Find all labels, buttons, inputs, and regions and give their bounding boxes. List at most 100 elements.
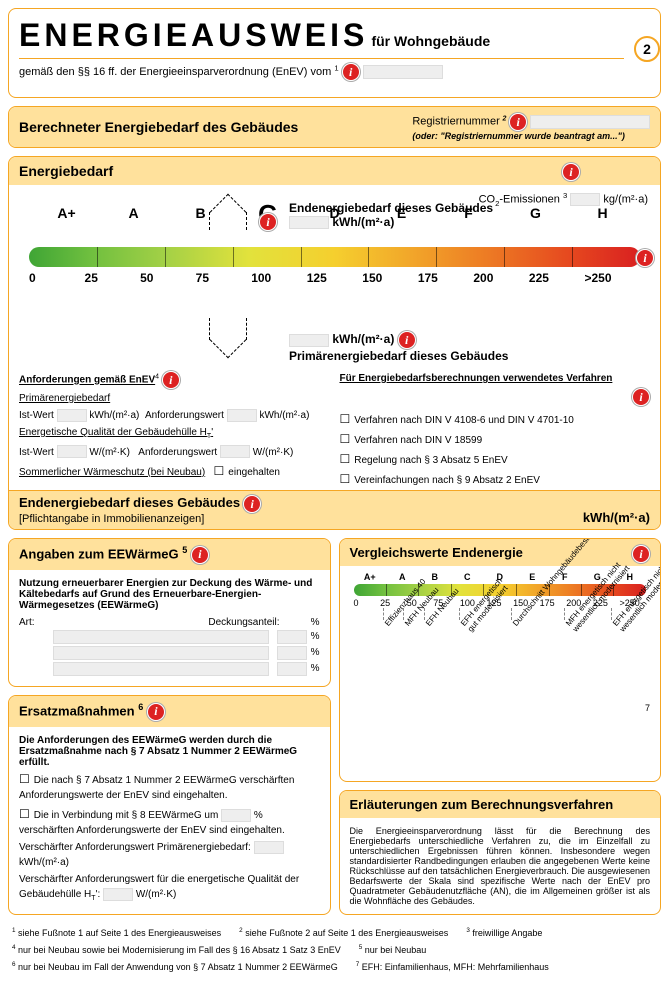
ersatz-check-1[interactable]	[19, 775, 34, 786]
anf-primaer-field[interactable]	[227, 409, 257, 422]
ersatz-check-2[interactable]	[19, 810, 34, 821]
co2-rest: -Emissionen	[499, 194, 560, 206]
scale-number: >250	[584, 271, 640, 285]
erlaeuterungen-title: Erläuterungen zum Berechnungsverfahren	[340, 791, 661, 818]
info-icon[interactable]: i	[259, 213, 277, 231]
ersatz-l1-field[interactable]	[254, 841, 284, 854]
ersatz-c1: Die nach § 7 Absatz 1 Nummer 2 EEWärmeG …	[19, 775, 294, 801]
pflicht-unit: kWh/(m²·a)	[583, 510, 650, 525]
page-number: 2	[634, 36, 660, 62]
energy-scale-bar	[29, 247, 640, 267]
verfahren-check-1[interactable]	[340, 415, 355, 426]
eingehalten-label: eingehalten	[228, 467, 280, 478]
primaer-value-field[interactable]	[289, 334, 329, 347]
scale-letter: E	[368, 205, 435, 230]
mini-scale-number: 0	[354, 598, 381, 608]
info-icon[interactable]: i	[398, 331, 416, 349]
scale-letter: A	[100, 205, 167, 230]
info-icon[interactable]: i	[562, 163, 580, 181]
verfahren-4: Vereinfachungen nach § 9 Absatz 2 EnEV	[354, 475, 540, 486]
eewaermeg-title: Angaben zum EEWärmeG	[19, 546, 179, 561]
energ-qual-label: Energetische Qualität der Gebäudehülle H	[19, 427, 207, 438]
enev-date-field[interactable]	[363, 65, 443, 79]
art-field-2[interactable]	[53, 646, 269, 660]
reg-sup: 2	[503, 115, 507, 122]
primaer-label-row: Primärenergiebedarf	[19, 391, 330, 406]
scale-number: 150	[362, 271, 418, 285]
ersatz-sup: 6	[138, 702, 143, 712]
art-field-1[interactable]	[53, 630, 269, 644]
vergleich-title: Vergleichswerte Endenergie	[350, 545, 523, 560]
deck-field-2[interactable]	[277, 646, 307, 660]
ersatz-l1-unit: kWh/(m²·a)	[19, 857, 69, 868]
info-icon[interactable]: i	[162, 371, 180, 389]
regulation-text: gemäß den §§ 16 ff. der Energieeinsparve…	[19, 66, 331, 78]
section-bedarf-title: Berechneter Energiebedarf des Gebäudes	[19, 119, 298, 135]
deck-field-1[interactable]	[277, 630, 307, 644]
ist-primaer-field[interactable]	[57, 409, 87, 422]
info-icon[interactable]: i	[191, 546, 209, 564]
energiebedarf-header: Energiebedarf i	[9, 157, 660, 185]
ersatz-l2-field[interactable]	[103, 888, 133, 901]
art-label: Art:	[19, 617, 49, 628]
primaer-label: Primärenergiebedarf dieses Gebäudes	[289, 349, 508, 363]
unit-kwh: kWh/(m²·a)	[89, 410, 139, 421]
mini-scale-letter: C	[451, 572, 484, 582]
info-icon[interactable]: i	[636, 249, 654, 267]
eewaermeg-text: Nutzung erneuerbarer Energien zur Deckun…	[19, 578, 320, 611]
verfahren-1: Verfahren nach DIN V 4108-6 und DIN V 47…	[354, 415, 574, 426]
anf-ht-field[interactable]	[220, 445, 250, 458]
info-icon[interactable]: i	[243, 495, 261, 513]
ersatz-title: Ersatzmaßnahmen	[19, 703, 135, 718]
primaer-unit: kWh/(m²·a)	[332, 332, 394, 346]
verfahren-check-3[interactable]	[340, 455, 355, 466]
scale-number: 25	[85, 271, 141, 285]
info-icon[interactable]: i	[147, 703, 165, 721]
reference-labels-area: Effizienzhaus 40MFH NeubauEFH NeubauEFH …	[354, 608, 647, 703]
scale-number: 175	[418, 271, 474, 285]
scale-number: 125	[307, 271, 363, 285]
scale-letter: A+	[33, 205, 100, 230]
verfahren-check-2[interactable]	[340, 435, 355, 446]
reg-label: Registriernummer	[412, 116, 499, 128]
ersatz-l2b: :	[97, 889, 100, 900]
unit-w2: W/(m²·K)	[253, 447, 294, 458]
verfahren-3: Regelung nach § 3 Absatz 5 EnEV	[354, 455, 507, 466]
main-title: ENERGIEAUSWEIS	[19, 17, 368, 53]
ersatz-pct-field[interactable]	[221, 809, 251, 822]
unit-w: W/(m²·K)	[89, 447, 130, 458]
scale-letter: F	[435, 205, 502, 230]
mini-scale-letter: E	[516, 572, 549, 582]
anforderungswert-label: Anforderungswert	[145, 410, 224, 421]
info-icon[interactable]: i	[632, 388, 650, 406]
eingehalten-check[interactable]	[214, 467, 229, 478]
scale-letter: H	[569, 205, 636, 230]
ersatz-l2-unit: W/(m²·K)	[136, 889, 177, 900]
scale-letter: B	[167, 205, 234, 230]
pflicht-note: [Pflichtangabe in Immobilienanzeigen]	[19, 513, 204, 525]
ersatz-l1: Verschärfter Anforderungswert Primärener…	[19, 840, 320, 870]
info-icon[interactable]: i	[342, 63, 360, 81]
co2-sup: 3	[563, 191, 567, 200]
scale-letter: D	[301, 205, 368, 230]
ht-sup: '	[211, 427, 213, 438]
scale-number: 225	[529, 271, 585, 285]
deckung-label: Deckungsanteil:	[208, 617, 279, 628]
scale-number: 0	[29, 271, 85, 285]
pct-1: %	[280, 617, 320, 628]
scale-number: 200	[473, 271, 529, 285]
ist-label2: Ist-Wert	[19, 447, 54, 458]
pct-4: %	[311, 663, 320, 674]
deck-field-3[interactable]	[277, 662, 307, 676]
anf-sup: 4	[155, 373, 159, 380]
verfahren-check-4[interactable]	[340, 475, 355, 486]
scale-letter: G	[502, 205, 569, 230]
info-icon[interactable]: i	[509, 113, 527, 131]
reg-number-field[interactable]	[530, 115, 650, 129]
anforderungen-title: Anforderungen gemäß EnEV	[19, 375, 155, 386]
scale-number: 50	[140, 271, 196, 285]
art-field-3[interactable]	[53, 662, 269, 676]
ersatz-text: Die Anforderungen des EEWärmeG werden du…	[19, 735, 320, 768]
ist-ht-field[interactable]	[57, 445, 87, 458]
main-subtitle: für Wohngebäude	[371, 33, 490, 49]
